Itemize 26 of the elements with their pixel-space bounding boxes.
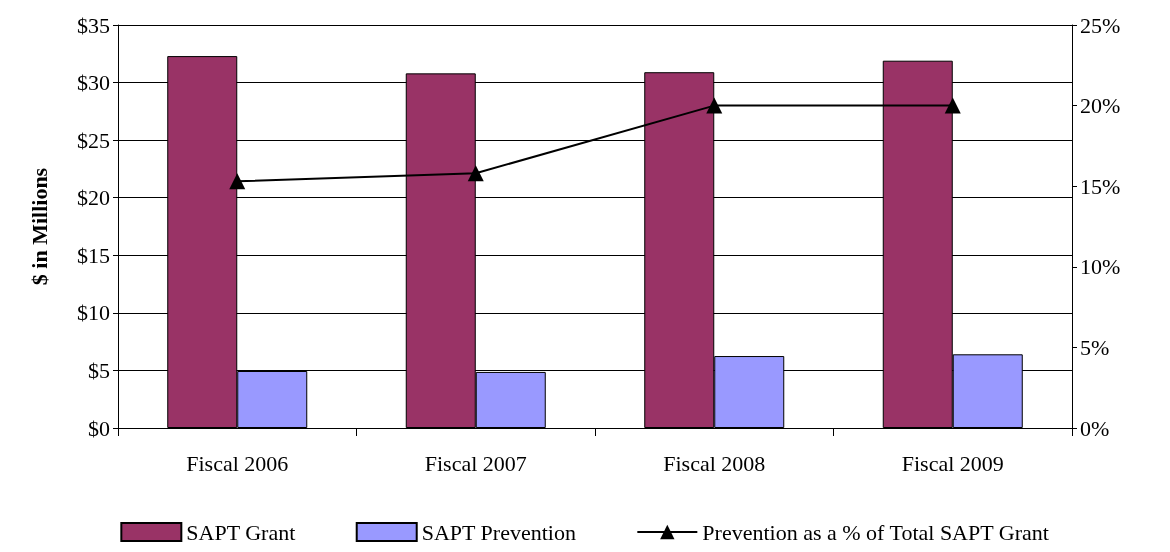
y-tick-label: $20: [77, 185, 110, 211]
y-tick-label: $5: [88, 357, 110, 383]
y2-tick-label: 10%: [1080, 254, 1121, 280]
y2-tick-label: 0%: [1080, 415, 1110, 441]
y2-tick-label: 20%: [1080, 93, 1121, 119]
y-tick-label: $25: [77, 127, 110, 153]
y2-tick-label: 5%: [1080, 334, 1110, 360]
legend-label: Prevention as a % of Total SAPT Grant: [702, 519, 1049, 545]
y2-tick-label: 15%: [1080, 173, 1121, 199]
y-axis-title: $ in Millions: [26, 167, 52, 286]
x-tick-label: Fiscal 2006: [186, 450, 289, 476]
y-tick-label: $10: [77, 300, 110, 326]
y-tick-label: $30: [77, 70, 110, 96]
point: [467, 165, 484, 182]
legend-label: SAPT Grant: [186, 519, 296, 545]
x-tick-label: Fiscal 2007: [424, 450, 527, 476]
point: [706, 97, 723, 114]
point: [229, 173, 246, 190]
x-tick-label: Fiscal 2008: [663, 450, 766, 476]
y-tick-label: $15: [77, 242, 110, 268]
legend-label: SAPT Prevention: [421, 519, 576, 545]
x-tick-label: Fiscal 2009: [901, 450, 1004, 476]
y-tick-label: $35: [77, 12, 110, 38]
y2-tick-label: 25%: [1080, 12, 1121, 38]
y-tick-label: $0: [88, 415, 110, 441]
point: [944, 97, 961, 114]
